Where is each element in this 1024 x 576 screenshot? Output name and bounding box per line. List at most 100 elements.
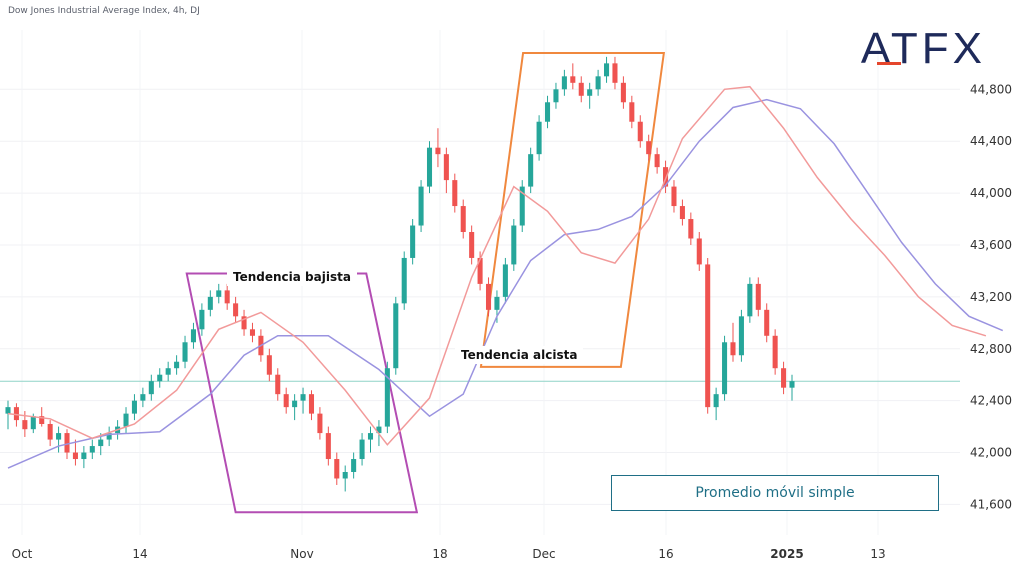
bull-trend-label: Tendencia alcista [455,346,584,364]
sma-fast-line [7,85,987,446]
candle-body [165,368,171,375]
candle-body [494,296,500,310]
sma-slow-line [7,98,1004,469]
x-tick-label: Nov [290,547,313,561]
candle-body [72,452,78,460]
atfx-logo: ATFX [860,24,986,73]
candle-body [789,381,795,388]
candle-body [393,303,399,369]
candle-body [604,63,610,77]
candle-body [620,82,626,103]
candle-body [561,76,567,90]
candle-body [587,89,593,96]
candle-body [376,426,382,434]
candle-body [317,413,323,434]
candle-body [106,433,112,440]
sma-legend: Promedio móvil simple [611,475,939,511]
x-tick-label: Dec [532,547,555,561]
y-tick-label: 42,400 [970,394,1012,408]
candle-body [241,316,247,330]
candle-body [216,290,222,297]
candle-body [275,374,281,395]
candle-body [190,329,196,343]
candle-body [199,309,205,330]
candle-body [646,141,652,155]
candle-body [755,283,761,310]
candle-body [696,238,702,265]
candle-body [679,206,685,220]
candle-body [764,309,770,336]
candle-body [663,167,669,187]
candle-body [536,121,542,155]
candle-body [22,420,28,430]
candle-body [410,225,416,258]
candle-body [182,342,188,362]
candle-body [148,381,154,395]
x-tick-label: 18 [432,547,447,561]
candle-body [224,290,230,304]
candle-body [325,433,331,460]
candle-body [435,147,441,155]
candle-body [485,283,492,310]
y-tick-label: 44,800 [970,82,1012,96]
candle-body [654,154,660,168]
candle-body [123,413,129,427]
candle-body [367,433,374,440]
candle-body [469,232,475,258]
candle-body [426,147,433,187]
candle-body [207,296,213,310]
candle-body [772,335,778,369]
candle-body [418,186,424,226]
bull-trend-box [479,51,666,368]
candle-body [713,394,719,408]
candle-body [553,89,559,103]
candle-body [140,394,146,401]
logo-accent-bar [877,62,901,65]
candle-body [384,368,390,427]
candle-body [292,400,298,408]
candle-body [342,472,348,479]
candle-body [477,257,483,284]
x-tick-label: 2025 [770,547,803,561]
candle-body [64,433,70,453]
candle-body [705,264,711,408]
candle-body [519,186,525,226]
candle-body [39,416,45,424]
x-tick-label: 14 [132,547,147,561]
candle-body [308,394,315,414]
y-tick-label: 44,000 [970,186,1012,200]
x-tick-label: Oct [12,547,33,561]
candle-body [544,102,551,122]
candle-body [13,407,19,421]
y-tick-label: 43,600 [970,238,1012,252]
candle-body [738,316,744,356]
candle-body [637,121,643,142]
candle-body [688,219,694,239]
candle-body [174,361,180,369]
candle-body [460,206,466,232]
candle-body [671,186,677,207]
candle-body [570,76,576,83]
y-tick-label: 42,000 [970,446,1012,460]
y-tick-label: 44,400 [970,134,1012,148]
candle-body [131,400,137,414]
candle-body [157,374,163,382]
candle-body [781,368,787,388]
candle-body [747,283,753,317]
candle-body [89,446,95,453]
candle-body [300,394,306,401]
candle-body [629,102,635,122]
chart-title: Dow Jones Industrial Average Index, 4h, … [8,6,200,16]
candle-body [722,342,728,395]
candle-body [56,433,62,440]
candle-body [502,264,508,297]
x-tick-label: 16 [658,547,673,561]
y-tick-label: 41,600 [970,497,1012,511]
candle-body [452,180,458,207]
candle-body [595,76,601,90]
candle-body [81,452,87,460]
y-axis: 41,600 42,000 42,400 42,800 43,200 43,600 44,0… [970,82,1012,511]
y-tick-label: 42,800 [970,342,1012,356]
candle-body [30,416,36,430]
